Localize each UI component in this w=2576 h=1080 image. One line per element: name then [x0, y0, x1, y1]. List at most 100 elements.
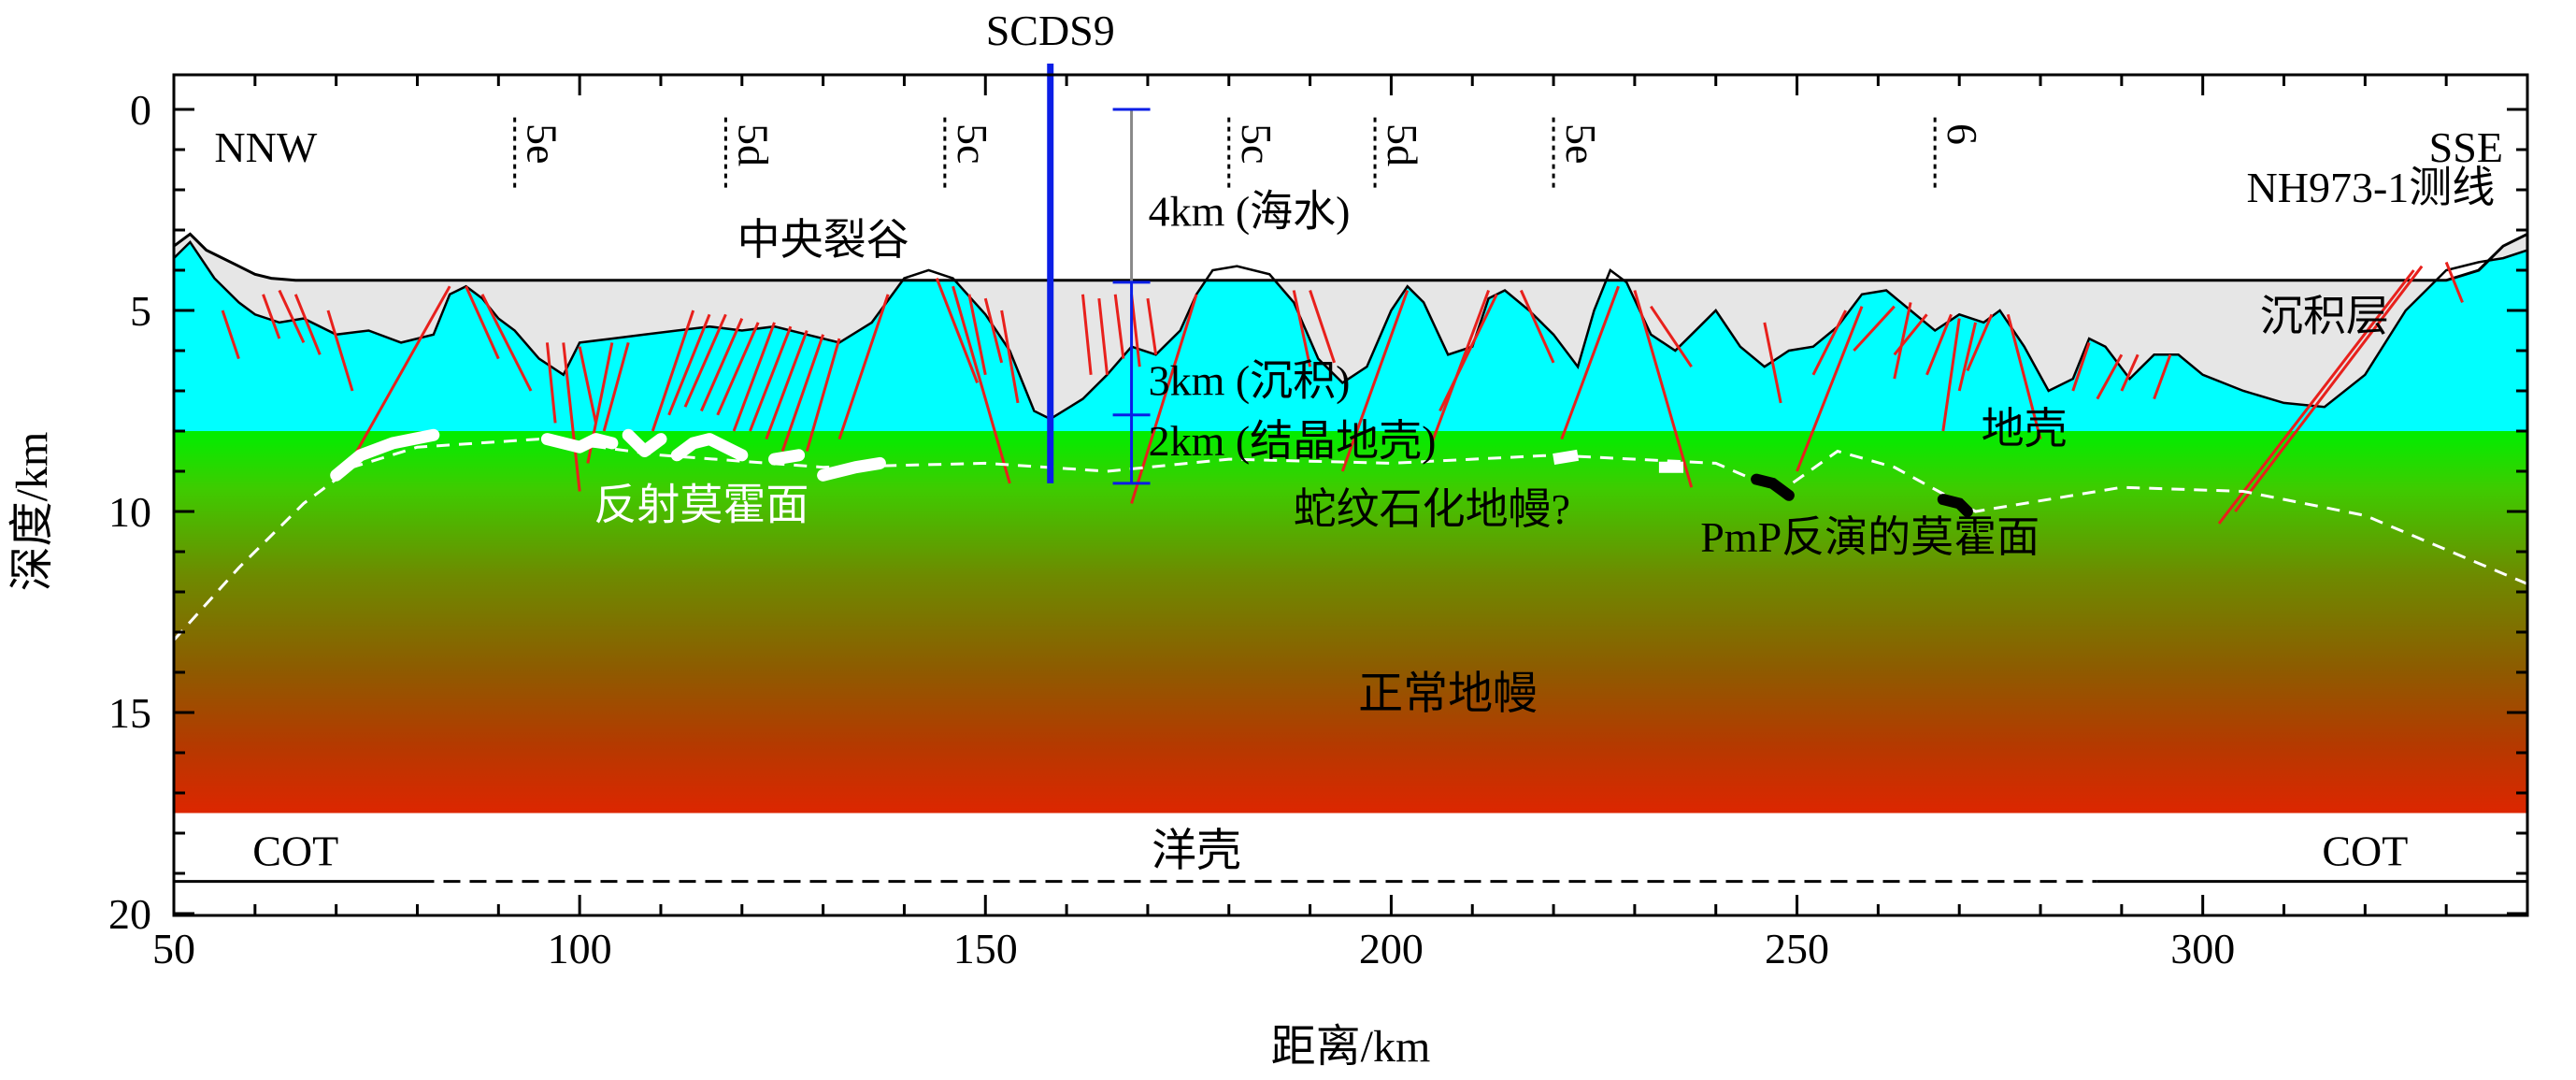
corner-label-left: NNW: [214, 123, 317, 171]
fault-line: [262, 294, 281, 339]
fault-line: [1893, 313, 1928, 356]
fault-line: [700, 317, 744, 412]
fault-line: [293, 294, 322, 355]
fault-line: [667, 313, 711, 416]
fault-line: [1966, 313, 1994, 372]
pmp-moho-label: PmP反演的莫霍面: [1700, 513, 2039, 561]
fault-line: [221, 310, 240, 360]
seafloor-line: [174, 232, 2527, 282]
plot-area: [174, 75, 2527, 814]
x-axis-label: 距离/km: [1271, 1022, 1431, 1072]
mantle-layer: [174, 431, 2527, 814]
moho-lines: [174, 428, 2527, 641]
y-tick-label: 20: [108, 890, 151, 938]
magnetic-anomaly-label: 5c: [1233, 123, 1281, 164]
fault-line: [1941, 318, 1961, 432]
reflection-moho-segment: [330, 428, 440, 482]
fault-line: [967, 294, 987, 376]
fault-line: [602, 342, 630, 432]
water-layer: [174, 75, 2527, 281]
thickness-label-crust: 2km (结晶地壳): [1149, 417, 1437, 465]
y-tick-label: 15: [108, 689, 151, 737]
magnetic-anomaly-label: 5d: [729, 123, 777, 166]
fault-line: [545, 342, 557, 424]
fault-line: [326, 310, 354, 392]
fault-line: [805, 338, 841, 452]
sediment-label: 沉积层: [2260, 293, 2389, 340]
fault-line: [651, 310, 695, 432]
fault-line: [1925, 313, 1953, 376]
y-axis-label: 深度/km: [7, 432, 57, 592]
fault-line: [683, 313, 727, 408]
fault-line: [1560, 285, 1620, 440]
fault-line: [2444, 261, 2464, 303]
fault-line: [1000, 310, 1020, 404]
sediment-layer: [174, 234, 2527, 420]
fault-line: [983, 297, 1004, 364]
fault-line: [2120, 353, 2140, 392]
reflection-moho-segment: [817, 456, 886, 482]
central-rift-label: 中央裂谷: [737, 216, 909, 264]
fault-line: [1519, 289, 1555, 364]
fault-line: [2006, 313, 2042, 439]
fault-line: [1763, 322, 1782, 404]
fault-line: [1340, 289, 1410, 472]
magnetic-anomaly-label: 6: [1939, 123, 1986, 145]
pmp-moho-segment: [1751, 473, 1795, 501]
reflection-moho-label: 反射莫霍面: [594, 482, 809, 529]
fault-line: [2234, 265, 2424, 512]
y-tick-label: 0: [130, 86, 151, 134]
plot-frame: [172, 73, 2529, 917]
fault-line: [749, 325, 793, 432]
fault-line: [578, 346, 597, 424]
serpentinized-mantle-label: 蛇纹石化地幔?: [1294, 485, 1570, 533]
reflection-moho-segment: [540, 433, 619, 454]
x-tick-label: 150: [953, 925, 1018, 972]
fault-line: [2217, 269, 2415, 525]
fault-line: [1853, 305, 1896, 353]
x-tick-label: 100: [548, 925, 612, 972]
fault-line: [1292, 290, 1312, 367]
fault-line: [1097, 297, 1109, 375]
fault-line: [2153, 353, 2172, 400]
fault-line: [935, 278, 979, 383]
fault-line: [2071, 341, 2091, 392]
survey-line-label: NH973-1测线: [2247, 164, 2496, 211]
cot-label-left: COT: [252, 827, 338, 874]
fault-line: [1438, 294, 1498, 412]
fault-line: [1957, 322, 1978, 392]
reflection-moho-segment: [768, 449, 806, 466]
x-tick-label: 300: [2170, 925, 2235, 972]
fault-line: [837, 294, 890, 440]
fault-line: [732, 322, 776, 432]
fault-line: [465, 285, 500, 360]
x-tick-label: 250: [1765, 925, 1829, 972]
normal-mantle-label: 正常地幔: [1358, 670, 1538, 719]
fault-line: [1080, 294, 1093, 375]
fault-line: [278, 289, 306, 344]
fault-line: [952, 285, 1011, 484]
ocean-crust-label: 洋壳: [1152, 826, 1241, 875]
fault-line: [351, 285, 451, 460]
y-tick-label: 5: [130, 287, 151, 335]
fault-line: [1146, 297, 1158, 355]
fault-line: [1811, 310, 1847, 376]
fault-line: [1650, 305, 1693, 368]
fault-line: [1796, 306, 1864, 472]
magnetic-anomaly-label: 5d: [1379, 123, 1426, 166]
magnetic-anomaly-label: 5c: [949, 123, 996, 164]
fault-line: [780, 334, 825, 452]
fault-line: [1633, 290, 1694, 488]
overlay-annotations: 5e 5d 5c 5c 5d 5e 6 SCDS9 4km (海水) 3km (沉积) 2km (结…: [174, 7, 2527, 884]
fault-line: [1309, 290, 1337, 364]
reflection-moho-segment: [622, 428, 667, 457]
corner-label-right: SSE: [2429, 123, 2503, 171]
thickness-label-sediment: 3km (沉积): [1149, 356, 1351, 404]
fault-line: [716, 322, 760, 416]
crust-label: 地壳: [1982, 405, 2068, 453]
reflection-moho-segment: [670, 433, 749, 462]
magnetic-anomaly-label: 5e: [519, 123, 566, 164]
well-label: SCDS9: [986, 7, 1115, 54]
x-tick-label: 50: [152, 925, 195, 972]
